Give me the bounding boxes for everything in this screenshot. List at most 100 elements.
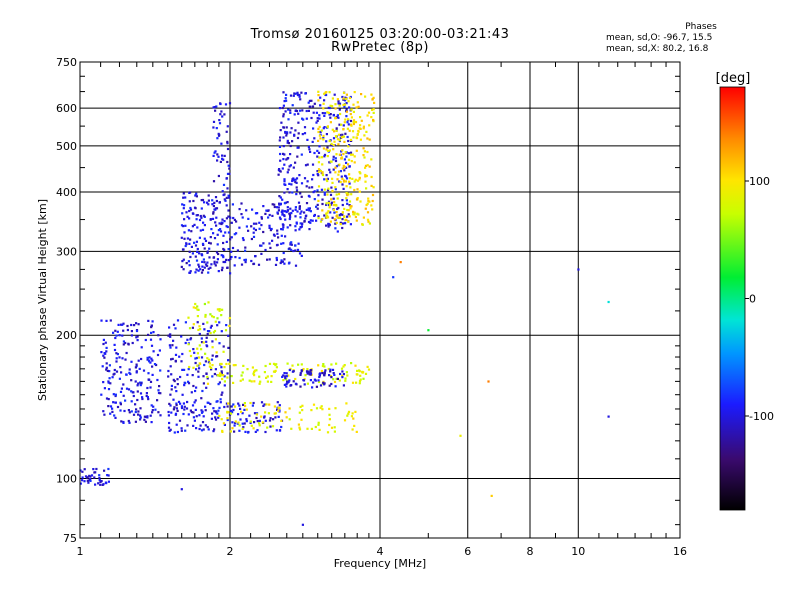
echo-point (288, 182, 291, 185)
echo-point (207, 401, 210, 404)
echo-point (299, 212, 302, 215)
echo-point (221, 377, 224, 381)
echo-point (283, 100, 286, 103)
echo-point (213, 106, 216, 109)
echo-point (338, 163, 341, 166)
echo-point (322, 107, 325, 110)
echo-point (278, 203, 281, 206)
x-tick-label: 16 (673, 545, 687, 558)
echo-point (345, 166, 348, 169)
echo-point (81, 479, 84, 482)
echo-point (212, 430, 215, 433)
echo-point (143, 418, 146, 421)
echo-point (121, 323, 124, 326)
echo-point (118, 356, 121, 359)
echo-point (213, 151, 216, 154)
echo-point (290, 427, 293, 430)
echo-point (189, 208, 193, 211)
echo-point (278, 429, 282, 432)
echo-point (343, 207, 346, 210)
echo-point (193, 419, 196, 422)
echo-point (189, 191, 192, 194)
echo-point (183, 368, 186, 371)
echo-point (150, 324, 153, 327)
echo-point (331, 181, 334, 184)
echo-point (212, 120, 216, 123)
echo-point (204, 409, 207, 412)
echo-point (321, 112, 324, 115)
echo-point (185, 407, 189, 410)
echo-point (234, 420, 237, 423)
echo-point (295, 177, 299, 180)
echo-point (315, 121, 318, 124)
echo-point (356, 369, 359, 372)
x-tick-label: 6 (464, 545, 471, 558)
echo-point (341, 203, 344, 207)
echo-point (122, 340, 125, 343)
echo-point (289, 131, 292, 134)
echo-point (198, 236, 201, 239)
echo-point (279, 136, 282, 139)
echo-point (215, 251, 219, 254)
echo-point (215, 199, 218, 203)
echo-point (317, 94, 320, 97)
echo-point (118, 377, 121, 380)
echo-point (370, 204, 373, 207)
echo-point (223, 198, 226, 201)
echo-point (301, 133, 304, 136)
echo-point (189, 409, 192, 412)
echo-point (288, 165, 291, 168)
echo-point (318, 375, 321, 379)
echo-point (324, 369, 327, 372)
echo-point (285, 375, 288, 378)
echo-point (284, 235, 287, 238)
echo-point (305, 202, 309, 205)
echo-point (219, 362, 222, 366)
colorbar-tick-label: 0 (749, 293, 756, 306)
echo-point (287, 118, 290, 121)
echo-point (322, 147, 325, 150)
echo-point (227, 209, 230, 212)
echo-point (212, 204, 215, 208)
echo-point (186, 373, 189, 376)
echo-point (363, 134, 366, 137)
echo-point (335, 215, 338, 218)
echo-point (150, 331, 153, 334)
echo-point (331, 216, 334, 219)
echo-point (216, 137, 219, 140)
echo-point (299, 216, 302, 219)
echo-point (346, 163, 350, 166)
echo-point (279, 196, 282, 199)
echo-point (253, 412, 257, 415)
echo-point (350, 205, 353, 208)
echo-point (332, 137, 336, 140)
echo-point (268, 403, 271, 406)
echo-point (225, 240, 228, 243)
echo-point (105, 362, 108, 365)
echo-point (200, 253, 203, 256)
echo-point (108, 364, 111, 367)
echo-point (183, 237, 186, 240)
echo-point (206, 330, 210, 333)
echo-point (284, 210, 287, 213)
echo-point (315, 111, 318, 114)
echo-point (185, 242, 188, 245)
echo-point (299, 98, 302, 101)
echo-point (268, 213, 271, 217)
echo-point (222, 158, 225, 161)
echo-point (233, 421, 237, 425)
echo-point (260, 216, 263, 219)
echo-point (137, 323, 140, 326)
echo-point (249, 401, 252, 405)
echo-point (368, 124, 371, 127)
echo-point (103, 356, 106, 359)
echo-point (355, 219, 358, 222)
echo-point (112, 331, 115, 334)
echo-point (364, 207, 367, 210)
echo-point (276, 232, 279, 235)
echo-point (282, 379, 285, 382)
echo-point (312, 403, 316, 406)
echo-point (350, 124, 353, 127)
echo-point (356, 212, 359, 215)
echo-point (294, 377, 297, 381)
